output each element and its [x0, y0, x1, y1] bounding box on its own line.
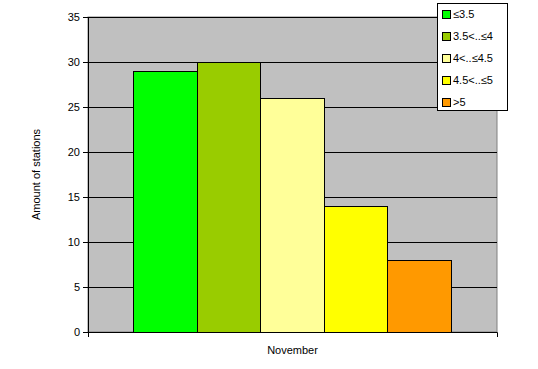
bars	[134, 62, 451, 332]
legend-swatch	[442, 32, 450, 40]
legend-label: ≤3.5	[453, 8, 474, 20]
grid-line	[88, 17, 497, 18]
y-tick-mark	[83, 197, 88, 198]
y-tick: 5	[74, 281, 88, 293]
y-tick-label: 0	[74, 326, 80, 338]
legend-label: 4.5<..≤5	[453, 74, 493, 86]
y-tick-mark	[83, 332, 88, 333]
legend-swatch	[442, 98, 450, 106]
y-tick: 35	[68, 11, 88, 23]
y-tick-label: 10	[68, 236, 80, 248]
x-axis-line	[89, 333, 498, 338]
y-tick: 15	[68, 191, 88, 203]
y-axis-line	[88, 18, 89, 333]
y-tick-mark	[83, 287, 88, 288]
y-tick-mark	[83, 152, 88, 153]
y-tick: 25	[68, 101, 88, 113]
chart: 0 5 10 15 20 25 30 35 November Amount of stations…	[0, 0, 538, 369]
bar	[134, 71, 197, 332]
legend-swatch	[442, 10, 450, 18]
bar	[324, 206, 387, 332]
grid-line	[88, 62, 497, 63]
grid	[88, 17, 497, 332]
y-tick-mark	[83, 17, 88, 18]
y-tick-label: 15	[68, 191, 80, 203]
legend-label: 3.5<..≤4	[453, 30, 493, 42]
y-tick: 10	[68, 236, 88, 248]
y-axis-title: Amount of stations	[30, 128, 42, 220]
legend-label: >5	[453, 96, 466, 108]
legend: ≤3.5 3.5<..≤4 4<..≤4.5 4.5<..≤5 >5	[437, 3, 507, 110]
y-tick-label: 5	[74, 281, 80, 293]
bar	[261, 98, 324, 332]
x-axis: November	[89, 333, 498, 356]
bar	[388, 260, 451, 332]
legend-swatch	[442, 54, 450, 62]
y-tick-mark	[83, 242, 88, 243]
y-tick-label: 25	[68, 101, 80, 113]
x-tick-label: November	[267, 344, 318, 356]
y-tick-label: 30	[68, 56, 80, 68]
bar	[197, 62, 260, 332]
y-tick-label: 35	[68, 11, 80, 23]
y-tick: 0	[74, 326, 88, 338]
y-tick: 30	[68, 56, 88, 68]
y-axis: 0 5 10 15 20 25 30 35	[68, 11, 89, 338]
legend-box	[437, 3, 507, 110]
legend-label: 4<..≤4.5	[453, 52, 493, 64]
x-tick: November	[267, 344, 318, 356]
y-tick-mark	[83, 62, 88, 63]
y-tick: 20	[68, 146, 88, 158]
y-tick-label: 20	[68, 146, 80, 158]
plot-area	[88, 17, 497, 332]
y-tick-mark	[83, 107, 88, 108]
legend-swatch	[442, 76, 450, 84]
